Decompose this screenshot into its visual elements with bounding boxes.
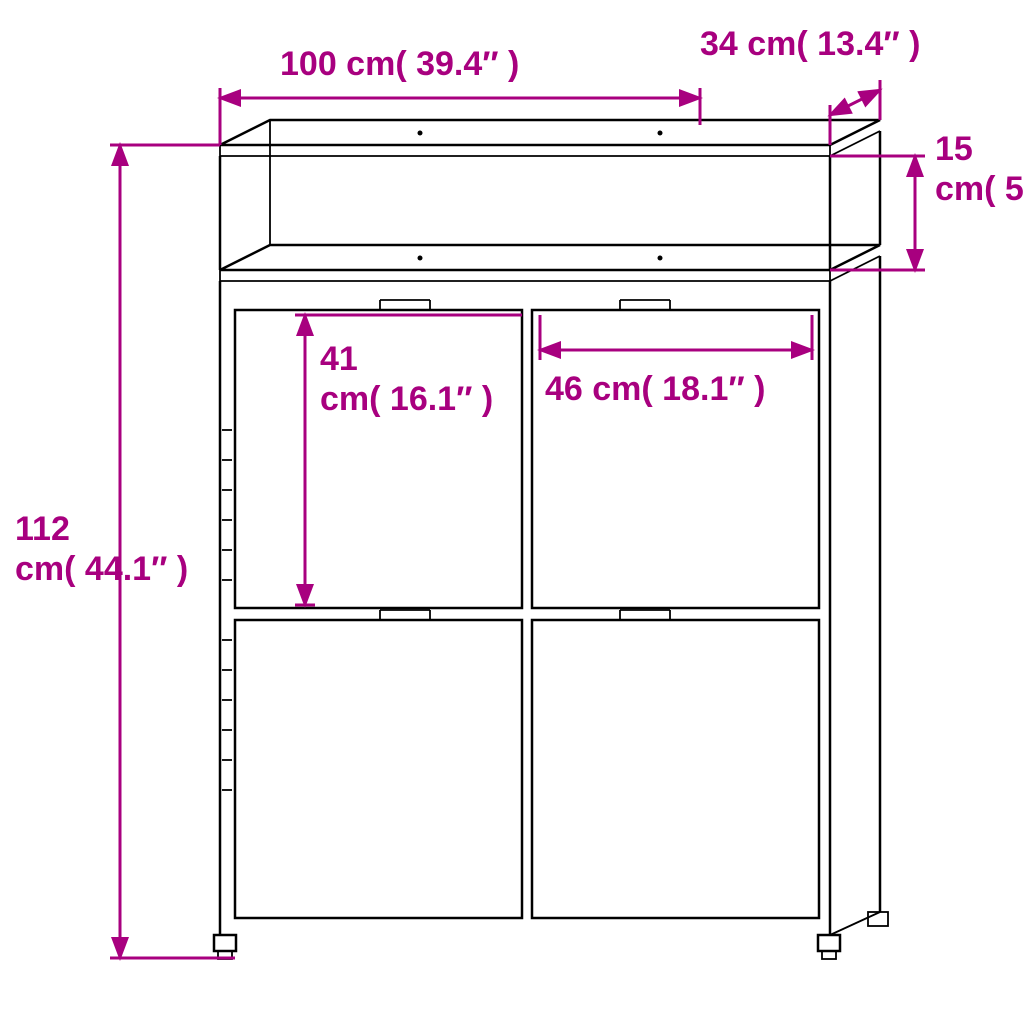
cube-bottom-right bbox=[532, 620, 819, 918]
cube-top-right bbox=[532, 310, 819, 608]
peg-holes bbox=[222, 430, 232, 790]
label-shelf-gap-line2: cm( 5.9″ ) bbox=[935, 170, 1024, 208]
dim-total-width: 100 cm( 39.4″ ) bbox=[220, 45, 700, 145]
furniture-drawing bbox=[214, 120, 888, 959]
label-cube-width: 46 cm( 18.1″ ) bbox=[545, 370, 765, 408]
label-total-width: 100 cm( 39.4″ ) bbox=[280, 45, 519, 83]
cube-top-left bbox=[235, 310, 522, 608]
dim-total-height: 112 cm( 44.1″ ) bbox=[15, 145, 235, 958]
label-total-height-1: 112 bbox=[15, 510, 70, 548]
dim-shelf-gap: 15 cm( 5.9″ ) bbox=[830, 130, 1024, 270]
dim-cube-height: 41 cm( 16.1″ ) bbox=[295, 315, 522, 605]
dim-depth: 34 cm( 13.4″ ) bbox=[700, 25, 920, 145]
label-shelf-gap-line1: 15 bbox=[935, 130, 973, 168]
label-total-height-2: cm( 44.1″ ) bbox=[15, 550, 188, 588]
label-cube-height-2: cm( 16.1″ ) bbox=[320, 380, 493, 418]
dim-cube-width: 46 cm( 18.1″ ) bbox=[540, 315, 812, 408]
label-cube-height-1: 41 bbox=[320, 340, 358, 378]
cube-bottom-left bbox=[235, 620, 522, 918]
top-shelf-surface bbox=[220, 120, 880, 145]
second-shelf-surface bbox=[220, 245, 880, 270]
label-depth: 34 cm( 13.4″ ) bbox=[700, 25, 920, 63]
